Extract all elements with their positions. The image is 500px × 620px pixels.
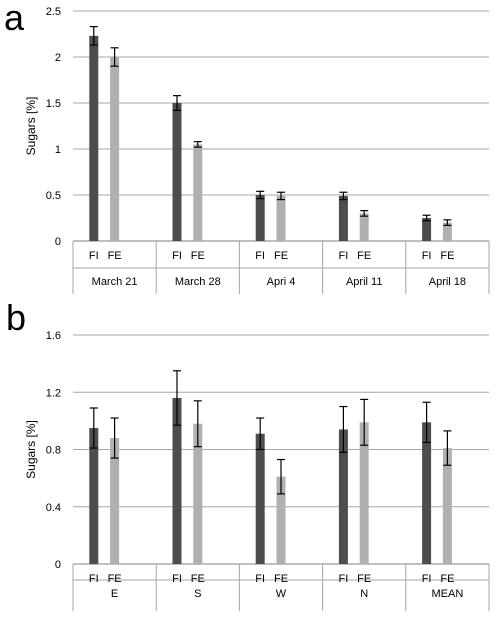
y-axis-label: Sugars [%] [24, 97, 38, 156]
sub-category-label: FE [440, 573, 454, 585]
bar-fe-2 [276, 195, 286, 241]
bar-fe-1 [193, 144, 203, 241]
sub-category-label: FE [191, 250, 205, 262]
bar-fi-2 [255, 433, 265, 564]
sub-category-label: FI [89, 250, 99, 262]
group-label: S [194, 588, 201, 600]
group-label: March 21 [92, 276, 138, 288]
y-tick-label: 0 [55, 559, 61, 571]
bar-fi-4 [422, 422, 432, 564]
sub-category-label: FI [339, 573, 349, 585]
bar-fe-4 [442, 448, 452, 564]
bar-fi-1 [172, 103, 182, 241]
y-tick-label: 1.6 [46, 330, 61, 342]
y-tick-label: 0 [55, 236, 61, 248]
sub-category-label: FI [172, 573, 182, 585]
y-tick-label: 1.2 [46, 387, 61, 399]
sub-category-label: FE [357, 573, 371, 585]
y-tick-label: 0.4 [46, 502, 61, 514]
sub-category-label: FE [191, 573, 205, 585]
sub-category-label: FI [89, 573, 99, 585]
group-label: W [276, 588, 287, 600]
bar-fe-3 [359, 213, 369, 241]
sub-category-label: FI [255, 573, 265, 585]
sub-category-label: FE [108, 250, 122, 262]
sub-category-label: FI [422, 250, 432, 262]
bar-fe-0 [110, 438, 120, 564]
bar-fe-3 [359, 422, 369, 564]
bar-fi-3 [338, 195, 348, 241]
sub-category-label: FI [172, 250, 182, 262]
sub-category-label: FE [274, 250, 288, 262]
bar-fe-0 [110, 57, 120, 241]
y-tick-label: 1.5 [46, 98, 61, 110]
bar-fe-2 [276, 476, 286, 564]
bar-fi-1 [172, 397, 182, 564]
y-tick-label: 1 [55, 144, 61, 156]
panel-label-b: b [6, 297, 27, 338]
panel-label-a: a [4, 0, 25, 38]
group-label: April 11 [346, 276, 382, 288]
group-label: Apri 4 [267, 276, 296, 288]
sub-category-label: FI [422, 573, 432, 585]
sub-category-label: FE [108, 573, 122, 585]
bar-fe-4 [442, 222, 452, 241]
bar-fi-0 [89, 428, 99, 564]
group-label: March 28 [175, 276, 221, 288]
group-label: April 18 [429, 276, 466, 288]
sub-category-label: FE [274, 573, 288, 585]
bar-fi-2 [255, 195, 265, 241]
bar-fe-1 [193, 423, 203, 564]
sub-category-label: FI [339, 250, 349, 262]
y-tick-label: 0.5 [46, 190, 61, 202]
y-tick-label: 2.5 [46, 6, 61, 18]
sub-category-label: FE [440, 250, 454, 262]
sub-category-label: FI [255, 250, 265, 262]
group-label: MEAN [432, 588, 464, 600]
y-tick-label: 0.8 [46, 445, 61, 457]
bar-fi-3 [338, 429, 348, 564]
y-axis-label: Sugars [%] [24, 420, 38, 479]
group-label: N [360, 588, 368, 600]
bar-fi-0 [89, 35, 99, 242]
group-label: E [111, 588, 118, 600]
sub-category-label: FE [357, 250, 371, 262]
bar-fi-4 [422, 218, 432, 241]
y-tick-label: 2 [55, 52, 61, 64]
